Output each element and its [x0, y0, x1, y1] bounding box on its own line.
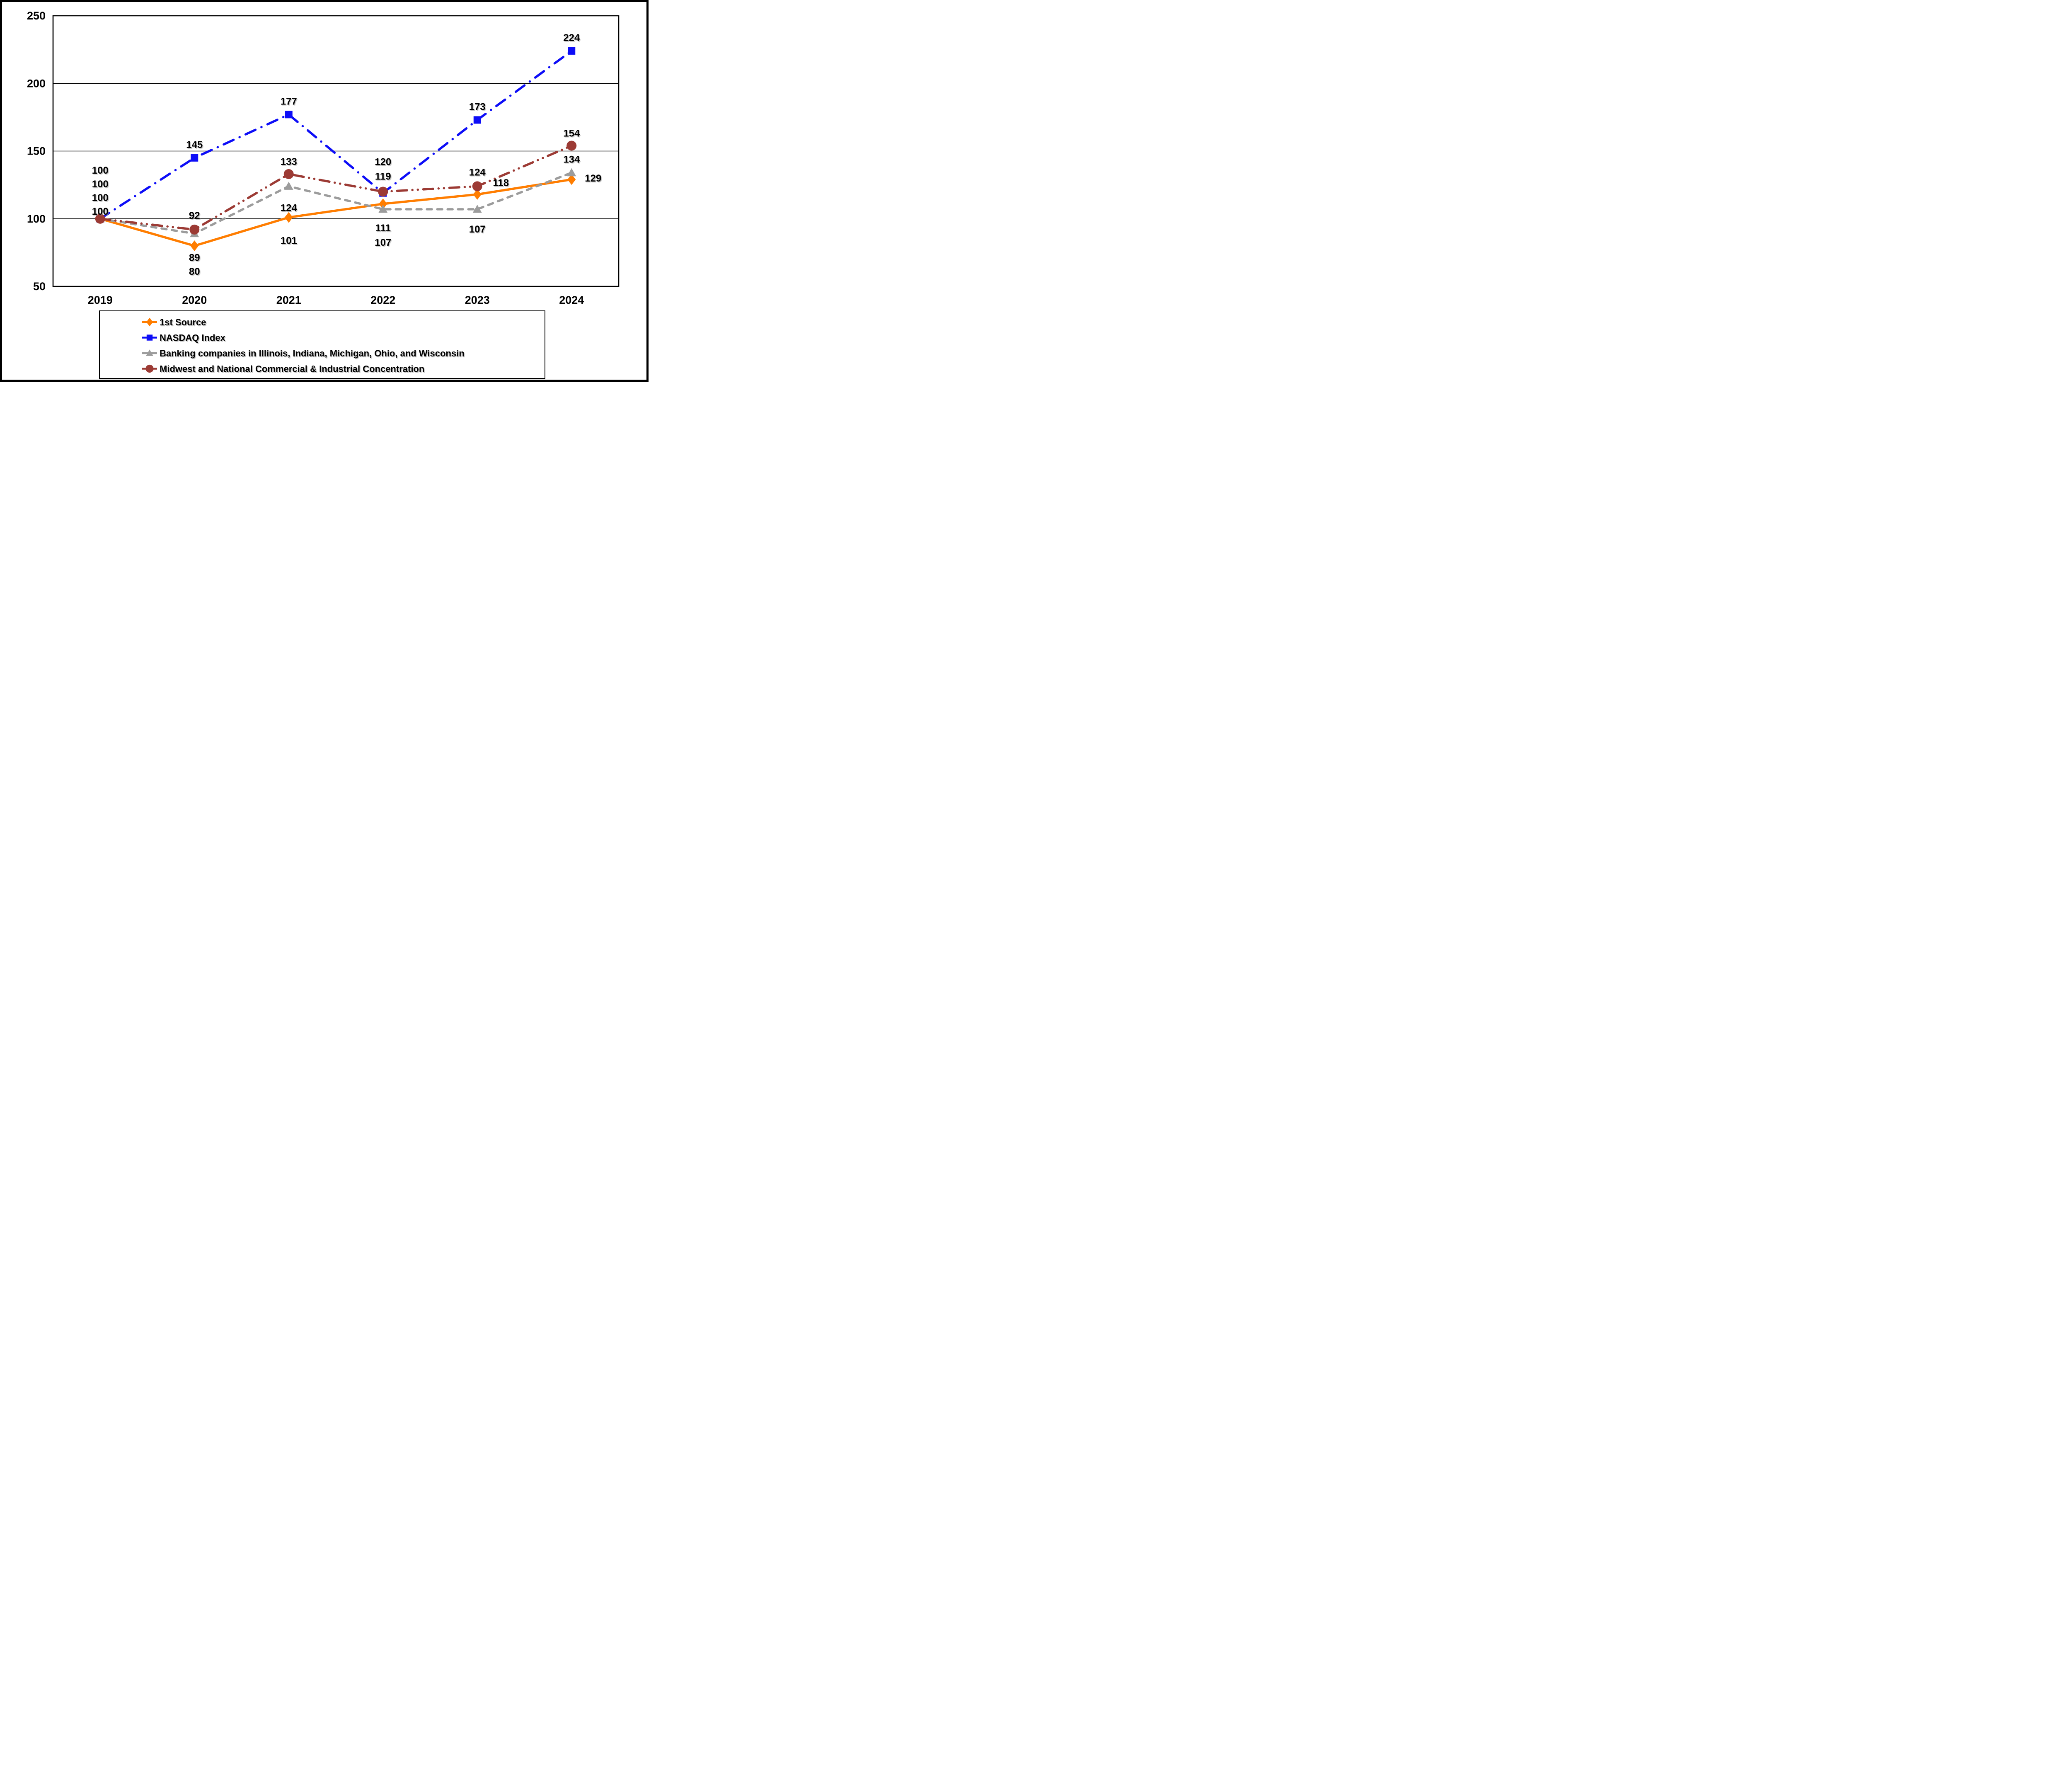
series-1-marker	[568, 47, 576, 55]
series-line-3	[99, 144, 573, 231]
x-axis-tick-label: 2021	[276, 294, 301, 306]
series-1-marker	[473, 116, 481, 124]
series-2-marker	[567, 168, 576, 177]
series-3-marker	[472, 181, 482, 191]
x-axis-tick-label: 2019	[88, 294, 113, 306]
data-label-series-1: 173	[469, 101, 486, 112]
data-label-series-2: 134	[563, 154, 580, 165]
series-3-marker	[95, 213, 105, 224]
plot-area-border	[52, 15, 620, 287]
data-label-series-3: 133	[281, 156, 297, 167]
series-line-0	[99, 178, 573, 247]
data-label-series-3: 124	[469, 167, 486, 178]
line-chart-svg: 50 100 150 200 250 2019 2020 2021 2022 2023 2024 10…	[27, 10, 620, 379]
y-axis-tick-label: 100	[27, 213, 46, 225]
legend-item-label: NASDAQ Index	[160, 333, 226, 343]
series-0-marker	[379, 198, 387, 209]
data-label-series-0: 129	[585, 173, 601, 184]
series-1-marker	[285, 111, 293, 119]
data-label-series-3: 92	[189, 210, 200, 221]
data-label-series-1: 119	[375, 171, 391, 182]
series-2-marker	[378, 204, 388, 213]
series-3-marker	[189, 224, 200, 235]
data-label-series-0: 111	[375, 223, 391, 234]
series-3-marker	[283, 169, 294, 179]
legend-item-label: 1st Source	[160, 317, 206, 327]
data-label-series-3: 100	[92, 179, 109, 190]
x-axis-tick-label: 2022	[370, 294, 395, 306]
data-label-series-0: 101	[281, 235, 297, 246]
y-axis-tick-label: 200	[27, 77, 46, 90]
data-label-series-1: 145	[186, 139, 203, 150]
series-2-marker	[284, 182, 293, 190]
data-label-series-1: 224	[563, 32, 580, 44]
series-3-marker	[378, 187, 388, 197]
data-label-series-0: 80	[189, 266, 200, 277]
data-label-series-1: 177	[281, 96, 297, 107]
series-line-1	[99, 50, 573, 220]
data-label-series-1: 100	[92, 165, 109, 176]
data-label-series-0: 100	[92, 206, 109, 217]
legend-box	[99, 310, 545, 379]
series-0-marker	[190, 240, 199, 252]
data-label-series-3: 120	[375, 156, 391, 167]
x-axis-tick-label: 2024	[559, 294, 584, 306]
series-0-marker	[284, 212, 293, 223]
series-line-2	[99, 171, 573, 235]
data-label-series-2: 89	[189, 252, 200, 264]
data-label-series-2: 124	[281, 202, 298, 213]
x-axis-tick-label: 2020	[182, 294, 207, 306]
legend-circle-icon	[145, 364, 154, 373]
series-0-marker	[473, 189, 482, 200]
data-label-series-2: 100	[92, 192, 109, 204]
y-axis-tick-label: 150	[27, 145, 46, 158]
legend-triangle-icon	[146, 349, 153, 356]
data-label-series-2: 107	[375, 237, 391, 248]
series-1-marker	[191, 154, 198, 162]
legend-diamond-icon	[146, 317, 153, 327]
chart-frame: 50 100 150 200 250 2019 2020 2021 2022 2023 2024 10…	[0, 0, 649, 382]
data-label-series-2: 107	[469, 224, 486, 235]
legend-item-label: Midwest and National Commercial & Indust…	[160, 364, 424, 374]
y-axis-tick-label: 50	[33, 280, 46, 293]
legend-item-label: Banking companies in Illinois, Indiana, …	[160, 348, 465, 359]
series-3-marker	[566, 141, 577, 151]
legend-square-icon	[146, 334, 153, 341]
data-label-series-3: 154	[563, 128, 580, 139]
x-axis-tick-label: 2023	[465, 294, 490, 306]
series-2-marker	[472, 204, 482, 213]
series-0-marker	[567, 174, 576, 185]
y-axis-tick-label: 250	[27, 10, 46, 22]
data-label-series-0: 118	[493, 177, 509, 189]
